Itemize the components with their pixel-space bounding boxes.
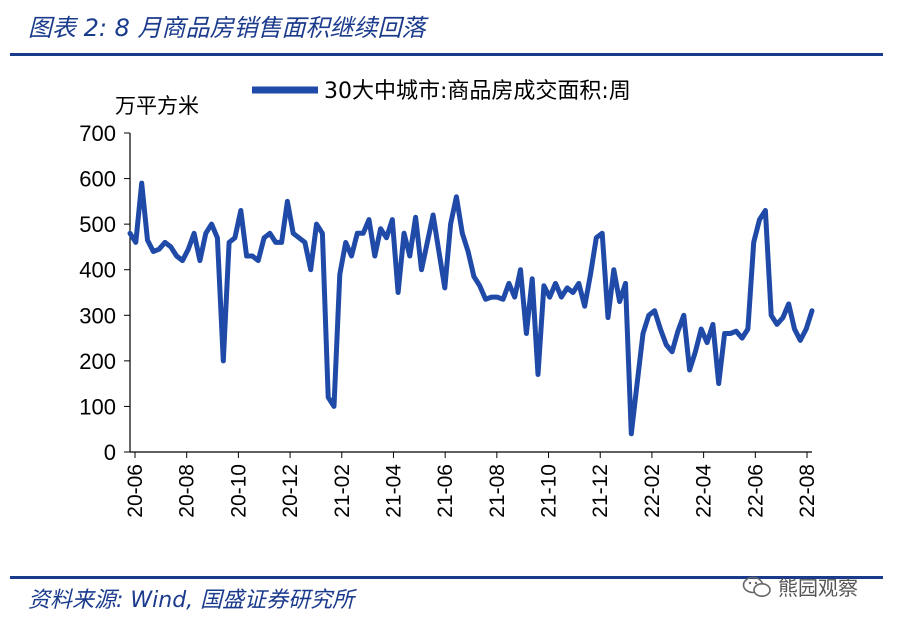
y-tick-label: 400 xyxy=(79,258,116,283)
source-divider xyxy=(10,576,883,579)
x-tick-label: 20-08 xyxy=(176,464,199,518)
x-tick-label: 21-04 xyxy=(382,464,405,518)
x-tick-label: 22-08 xyxy=(796,464,819,518)
legend-label: 30大中城市:商品房成交面积:周 xyxy=(324,79,631,104)
x-tick-label: 21-10 xyxy=(538,464,561,518)
y-axis-ticks: 0 100 200 300 400 500 600 700 xyxy=(79,121,130,465)
x-tick-label: 22-02 xyxy=(641,464,664,518)
source-note: 资料来源: Wind, 国盛证券研究所 xyxy=(28,588,355,613)
axes xyxy=(129,133,812,453)
x-tick-label: 21-02 xyxy=(331,464,354,518)
y-tick-label: 0 xyxy=(104,440,116,465)
watermark-text: 熊园观察 xyxy=(778,576,858,600)
series-line xyxy=(127,180,815,437)
x-tick-label: 22-04 xyxy=(693,464,716,518)
y-tick-label: 500 xyxy=(79,212,116,237)
x-tick-label: 20-06 xyxy=(124,464,147,518)
x-tick-label: 21-12 xyxy=(589,464,612,518)
y-axis-unit: 万平方米 xyxy=(115,94,199,118)
y-tick-label: 600 xyxy=(79,167,116,192)
x-tick-label: 21-08 xyxy=(486,464,509,518)
x-axis-ticks: 20-06 20-08 20-10 20-12 21-02 21-04 21-06 21-08… xyxy=(124,452,819,518)
watermark: 熊园观察 xyxy=(742,572,858,601)
x-tick-label: 20-12 xyxy=(279,464,302,518)
y-tick-label: 700 xyxy=(79,121,116,146)
title-divider xyxy=(10,53,883,56)
y-tick-label: 300 xyxy=(79,303,116,328)
figure-title: 图表 2: 8 月商品房销售面积继续回落 xyxy=(28,14,426,42)
x-tick-label: 22-06 xyxy=(744,464,767,518)
legend: 30大中城市:商品房成交面积:周 xyxy=(252,79,631,104)
y-tick-label: 100 xyxy=(79,394,116,419)
x-tick-label: 20-10 xyxy=(227,464,250,518)
wechat-icon xyxy=(742,576,771,597)
y-tick-label: 200 xyxy=(79,349,116,374)
x-tick-label: 21-06 xyxy=(434,464,457,518)
